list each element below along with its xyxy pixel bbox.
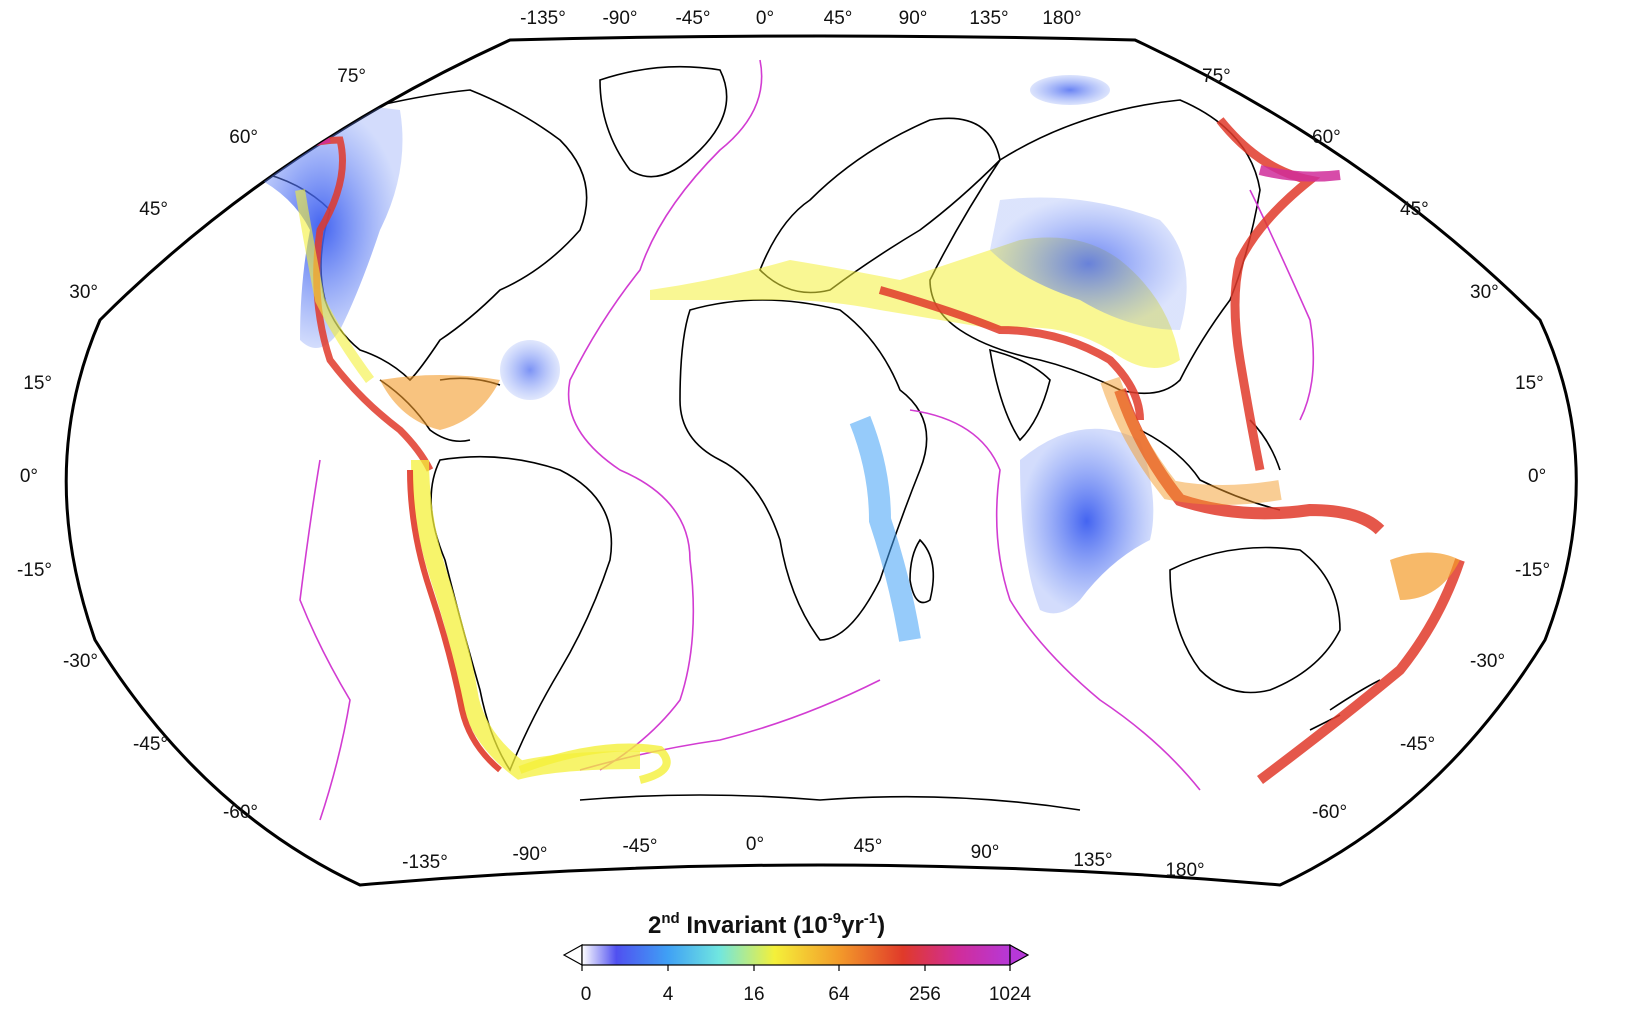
bottom-lon-label: -90° — [512, 844, 547, 865]
bottom-lon-label: 135° — [1073, 850, 1112, 871]
strain-sunda-yellow — [1100, 376, 1282, 505]
colorbar-gradient — [581, 944, 1011, 966]
strain-caribbean — [380, 375, 500, 430]
left-lat-label: -30° — [63, 651, 98, 672]
plate-boundaries — [299, 59, 1315, 821]
strain-andes-trench — [407, 469, 502, 773]
left-lat-label: 30° — [69, 282, 98, 303]
left-lat-label: -60° — [223, 802, 258, 823]
strain-scotia-arc — [518, 743, 671, 784]
top-lon-label: -45° — [675, 8, 710, 29]
india-coast — [989, 348, 1051, 442]
top-lon-label: 135° — [969, 8, 1008, 29]
strain-cascadia-yellow — [295, 189, 375, 383]
strain-himalaya — [878, 286, 1144, 421]
south-america-coast — [430, 455, 613, 772]
greenland-coast — [599, 65, 728, 178]
colorbar-low-triangle — [562, 943, 583, 967]
strain-tonga-kermadec — [1256, 558, 1465, 784]
left-lat-label: 75° — [337, 66, 366, 87]
right-lat-label: 30° — [1470, 282, 1499, 303]
east-pacific-rise — [299, 459, 351, 821]
mid-atlantic-ridge — [567, 59, 763, 771]
left-lat-label: 45° — [139, 199, 168, 220]
right-lat-label: 75° — [1202, 66, 1231, 87]
left-lat-label: 0° — [20, 466, 38, 487]
strain-atlantic-blob — [500, 340, 560, 400]
left-lat-label: 60° — [229, 127, 258, 148]
left-lat-labels: 75° 60° 45° 30° 15° 0° -15° -30° -45° -6… — [17, 66, 366, 823]
strain-kamchatka — [1258, 165, 1341, 182]
antarctica-coast — [579, 794, 1081, 811]
madagascar-coast — [909, 538, 935, 604]
top-lon-label: 45° — [824, 8, 853, 29]
colorbar-ticks — [581, 965, 1011, 971]
top-lon-labels: -135° -90° -45° 0° 45° 90° 135° 180° — [520, 8, 1081, 29]
strain-fiji — [1390, 552, 1460, 600]
bottom-lon-label: 90° — [971, 842, 1000, 863]
map-frame — [64, 34, 1578, 887]
colorbar-tick-label: 64 — [828, 984, 850, 1005]
colorbar-tick-label: 4 — [663, 984, 674, 1005]
colorbar-tick-label: 256 — [909, 984, 941, 1005]
bottom-lon-label: -45° — [622, 836, 657, 857]
right-lat-label: -60° — [1312, 802, 1347, 823]
right-lat-label: -45° — [1400, 734, 1435, 755]
africa-coast — [679, 299, 928, 641]
top-lon-label: -90° — [602, 8, 637, 29]
strain-indian-ocean — [1020, 428, 1154, 614]
bottom-lon-label: 45° — [854, 836, 883, 857]
bottom-lon-label: 0° — [746, 834, 764, 855]
colorbar-tick-label: 16 — [743, 984, 764, 1005]
colorbar-tick-label: 1024 — [989, 984, 1032, 1005]
colorbar: 0 4 16 64 256 1024 — [562, 943, 1032, 1005]
right-lat-label: 45° — [1400, 199, 1429, 220]
pacific-plate-boundary — [1249, 189, 1315, 421]
top-lon-label: 180° — [1042, 8, 1081, 29]
bottom-lon-label: -135° — [402, 852, 448, 873]
colorbar-high-triangle — [1009, 943, 1030, 967]
strain-central-asia — [990, 197, 1187, 330]
right-lat-label: 15° — [1515, 373, 1544, 394]
top-lon-label: 90° — [899, 8, 928, 29]
right-lat-label: 0° — [1528, 466, 1546, 487]
strain-siberia-blob — [1030, 75, 1110, 105]
strain-east-african-rift — [849, 415, 921, 642]
left-lat-label: 15° — [23, 373, 52, 394]
left-lat-label: -45° — [133, 734, 168, 755]
australia-coast — [1169, 546, 1341, 694]
right-lat-label: -30° — [1470, 651, 1505, 672]
top-lon-label: -135° — [520, 8, 566, 29]
indian-ocean-ridge — [909, 409, 1201, 791]
top-lon-label: 0° — [756, 8, 774, 29]
colorbar-title: 2nd Invariant (10-9yr-1) — [648, 910, 885, 939]
colorbar-tick-label: 0 — [581, 984, 592, 1005]
right-lat-label: 60° — [1312, 127, 1341, 148]
bottom-lon-labels: -135° -90° -45° 0° 45° 90° 135° 180° — [402, 834, 1204, 881]
left-lat-label: -15° — [17, 560, 52, 581]
right-lat-labels: 75° 60° 45° 30° 15° 0° -15° -30° -45° -6… — [1202, 66, 1550, 823]
bottom-lon-label: 180° — [1165, 860, 1204, 881]
right-lat-label: -15° — [1515, 560, 1550, 581]
